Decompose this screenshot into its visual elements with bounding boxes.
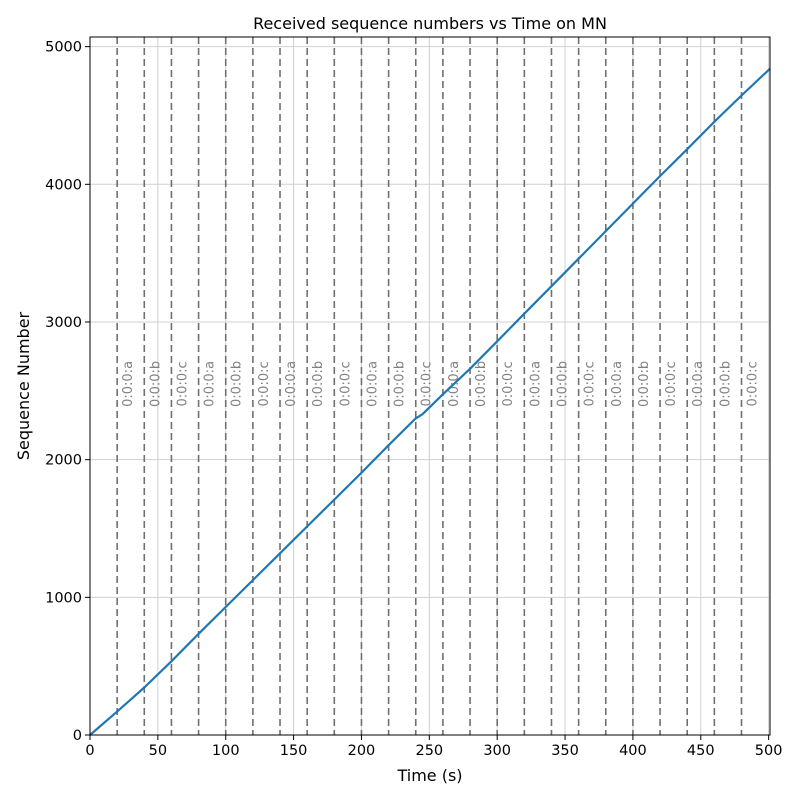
event-line-label: 0:0:0:c (583, 361, 598, 406)
x-tick-label: 450 (687, 743, 715, 759)
x-tick-label: 50 (149, 743, 167, 759)
x-tick-label: 250 (415, 743, 443, 759)
y-tick-label: 2000 (45, 453, 82, 469)
x-tick-label: 100 (212, 743, 240, 759)
x-tick-label: 500 (755, 743, 783, 759)
event-line-label: 0:0:0:a (203, 361, 218, 407)
event-lines: 0:0:0:a 0:0:0:b 0:0:0:c 0:0:0:a 0:0:0:b 0:0:0… (116, 37, 760, 735)
event-line-label: 0:0:0:b (230, 361, 245, 407)
event-line-label: 0:0:0:b (555, 361, 570, 407)
event-line-label: 0:0:0:b (393, 361, 408, 407)
event-line-label: 0:0:0:b (148, 361, 163, 407)
chart-title: Received sequence numbers vs Time on MN (253, 14, 607, 33)
y-tick-label: 5000 (45, 40, 82, 56)
event-line-label: 0:0:0:b (637, 361, 652, 407)
event-line-label: 0:0:0:a (691, 361, 706, 407)
y-axis-ticks: 0 1000 2000 3000 4000 5000 (45, 40, 90, 744)
x-tick-label: 400 (619, 743, 647, 759)
x-tick-label: 300 (483, 743, 511, 759)
y-axis-label: Sequence Number (14, 311, 33, 460)
y-tick-label: 3000 (45, 315, 82, 331)
x-tick-label: 350 (551, 743, 579, 759)
event-line-label: 0:0:0:a (528, 361, 543, 407)
event-line-label: 0:0:0:c (420, 361, 435, 406)
y-tick-label: 4000 (45, 177, 82, 193)
series-line (89, 67, 771, 736)
event-line-label: 0:0:0:c (745, 361, 760, 406)
event-line-label: 0:0:0:c (175, 361, 190, 406)
series-layer (89, 67, 771, 736)
y-tick-label: 0 (73, 728, 82, 744)
event-line-label: 0:0:0:c (664, 361, 679, 406)
event-line-label: 0:0:0:a (121, 361, 136, 407)
x-axis-label: Time (s) (396, 766, 462, 785)
plot-frame (89, 36, 771, 736)
event-line-label: 0:0:0:b (311, 361, 326, 407)
x-tick-label: 200 (348, 743, 376, 759)
event-line-label: 0:0:0:a (365, 361, 380, 407)
x-tick-label: 150 (280, 743, 308, 759)
event-line-label: 0:0:0:b (474, 361, 489, 407)
y-tick-label: 1000 (45, 590, 82, 606)
x-tick-label: 0 (85, 743, 94, 759)
event-line-label: 0:0:0:c (257, 361, 272, 406)
event-line-label: 0:0:0:a (284, 361, 299, 407)
event-line-label: 0:0:0:b (718, 361, 733, 407)
event-line-label: 0:0:0:c (501, 361, 516, 406)
event-line-label: 0:0:0:c (338, 361, 353, 406)
event-line-label: 0:0:0:a (610, 361, 625, 407)
x-axis-ticks: 0 50 100 150 200 250 300 350 400 450 500 (85, 735, 782, 759)
